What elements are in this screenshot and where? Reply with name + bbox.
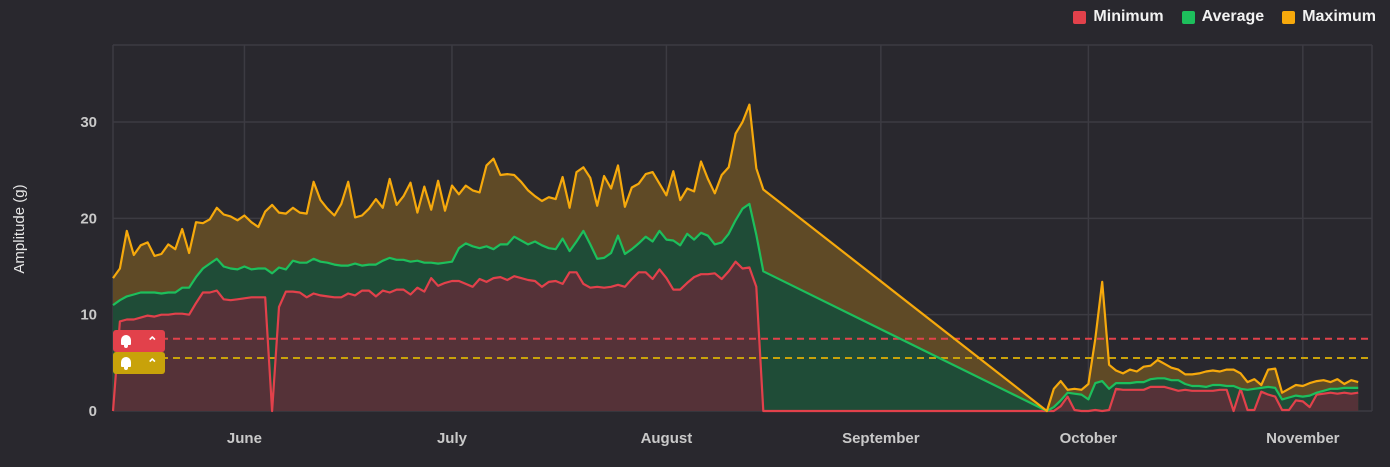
area-minimum — [113, 261, 1359, 411]
chart-legend: Minimum Average Maximum — [1073, 8, 1376, 26]
x-tick-label: September — [842, 430, 920, 447]
x-tick-label: July — [437, 430, 468, 447]
legend-item-minimum[interactable]: Minimum — [1073, 8, 1164, 26]
legend-swatch-average — [1181, 10, 1195, 24]
bell-icon — [120, 356, 132, 370]
y-tick-label: 30 — [80, 114, 97, 131]
y-axis-label: Amplitude (g) — [11, 184, 28, 273]
x-tick-label: August — [641, 430, 693, 447]
x-tick-label: October — [1060, 430, 1118, 447]
y-tick-label: 20 — [80, 210, 97, 227]
axis-layer: Amplitude (g) 0 10 20 30 June July August Septe… — [11, 114, 1340, 447]
y-tick-label: 10 — [80, 307, 97, 324]
alert-threshold-layer — [113, 337, 1372, 360]
line-average — [112, 202, 1359, 413]
legend-item-average[interactable]: Average — [1181, 8, 1265, 26]
x-tick-label: November — [1266, 430, 1340, 447]
x-tick-label: June — [227, 430, 262, 447]
chevron-up-icon: ⌃ — [146, 333, 158, 349]
legend-label-average: Average — [1201, 8, 1265, 25]
line-layer — [111, 103, 1359, 413]
legend-label-minimum: Minimum — [1093, 8, 1164, 25]
chevron-up-icon: ⌃ — [146, 355, 158, 371]
legend-swatch-minimum — [1073, 10, 1087, 24]
alert-red-button[interactable]: ⌃ — [113, 330, 165, 352]
line-maximum — [112, 103, 1359, 413]
legend-swatch-maximum — [1282, 10, 1296, 24]
bell-icon — [120, 334, 132, 348]
line-minimum — [111, 260, 1359, 413]
alert-yellow-button[interactable]: ⌃ — [113, 352, 165, 374]
legend-label-maximum: Maximum — [1302, 8, 1376, 25]
y-tick-label: 0 — [89, 403, 97, 420]
legend-item-maximum[interactable]: Maximum — [1282, 8, 1376, 26]
area-layer — [113, 104, 1359, 411]
